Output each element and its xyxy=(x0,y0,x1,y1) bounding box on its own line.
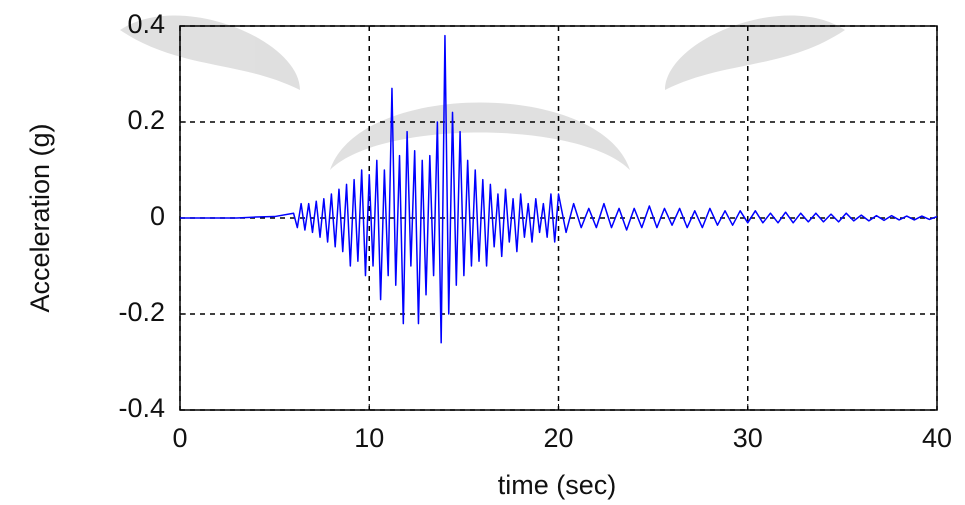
x-tick-label: 30 xyxy=(733,423,763,453)
y-tick-label: 0.2 xyxy=(127,105,165,135)
y-tick-label: 0 xyxy=(150,201,165,231)
watermark xyxy=(120,15,845,170)
y-axis-label: Acceleration (g) xyxy=(25,123,55,312)
watermark-shape xyxy=(120,15,300,90)
watermark-shape xyxy=(665,15,845,90)
y-tick-label: -0.4 xyxy=(118,393,165,423)
x-tick-label: 0 xyxy=(172,423,187,453)
x-tick-label: 40 xyxy=(922,423,952,453)
y-tick-label: -0.2 xyxy=(118,297,165,327)
y-tick-label: 0.4 xyxy=(127,9,165,39)
x-tick-label: 20 xyxy=(543,423,573,453)
x-axis-label: time (sec) xyxy=(498,470,617,500)
signal-line xyxy=(180,34,938,344)
watermark-shape xyxy=(330,102,630,170)
x-tick-label: 10 xyxy=(354,423,384,453)
